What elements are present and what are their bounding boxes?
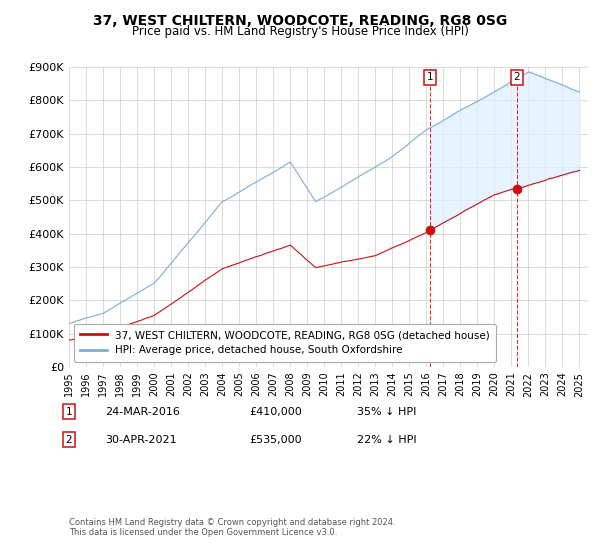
Text: 2: 2 [514, 72, 520, 82]
Text: 22% ↓ HPI: 22% ↓ HPI [357, 435, 416, 445]
Text: 1: 1 [427, 72, 434, 82]
Text: Price paid vs. HM Land Registry's House Price Index (HPI): Price paid vs. HM Land Registry's House … [131, 25, 469, 38]
Text: £535,000: £535,000 [249, 435, 302, 445]
Text: 30-APR-2021: 30-APR-2021 [105, 435, 176, 445]
Text: Contains HM Land Registry data © Crown copyright and database right 2024.
This d: Contains HM Land Registry data © Crown c… [69, 518, 395, 538]
Text: 37, WEST CHILTERN, WOODCOTE, READING, RG8 0SG: 37, WEST CHILTERN, WOODCOTE, READING, RG… [93, 14, 507, 28]
Text: 2: 2 [65, 435, 73, 445]
Text: 24-MAR-2016: 24-MAR-2016 [105, 407, 180, 417]
Legend: 37, WEST CHILTERN, WOODCOTE, READING, RG8 0SG (detached house), HPI: Average pri: 37, WEST CHILTERN, WOODCOTE, READING, RG… [74, 324, 496, 362]
Text: £410,000: £410,000 [249, 407, 302, 417]
Text: 35% ↓ HPI: 35% ↓ HPI [357, 407, 416, 417]
Text: 1: 1 [65, 407, 73, 417]
